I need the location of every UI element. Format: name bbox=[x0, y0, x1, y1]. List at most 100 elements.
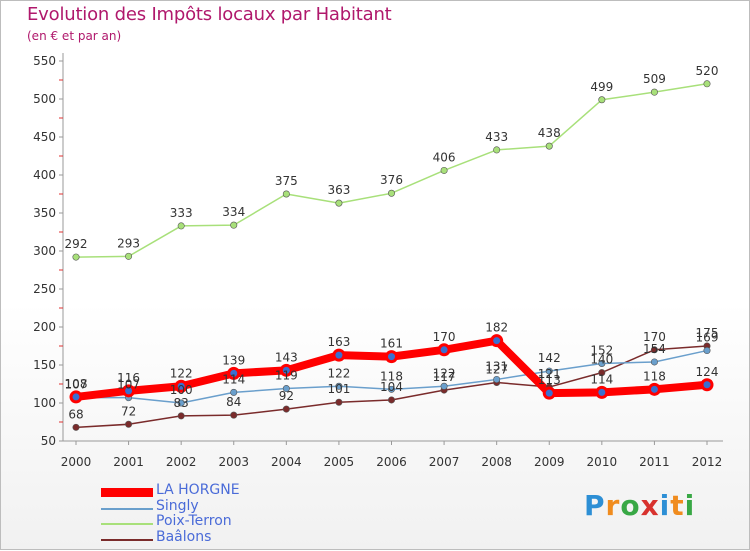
legend-label-singly: Singly bbox=[156, 497, 199, 514]
data-point-poix-terron bbox=[703, 80, 711, 88]
data-label-baalons: 104 bbox=[380, 380, 403, 394]
data-label-singly: 152 bbox=[590, 343, 613, 357]
y-tick-label: 500 bbox=[33, 92, 56, 106]
data-label-baalons: 92 bbox=[279, 389, 294, 403]
data-point-core-la-horgne bbox=[545, 389, 553, 397]
data-label-singly: 118 bbox=[380, 369, 403, 383]
data-point-baalons bbox=[335, 398, 343, 406]
data-point-poix-terron bbox=[335, 199, 343, 207]
data-label-baalons: 68 bbox=[68, 407, 83, 421]
logo-letter: P bbox=[584, 489, 606, 522]
chart-points bbox=[69, 80, 714, 431]
y-tick-label: 450 bbox=[33, 130, 56, 144]
data-label-singly: 122 bbox=[327, 366, 350, 380]
data-label-singly: 154 bbox=[643, 342, 666, 356]
data-point-baalons bbox=[598, 369, 606, 377]
x-tick-label: 2008 bbox=[481, 455, 512, 469]
data-label-poix-terron: 292 bbox=[65, 237, 88, 251]
data-point-core-la-horgne bbox=[493, 337, 501, 345]
data-point-core-la-horgne bbox=[598, 388, 606, 396]
data-point-baalons bbox=[125, 420, 133, 428]
data-label-singly: 107 bbox=[65, 378, 88, 392]
data-label-baalons: 127 bbox=[485, 362, 508, 376]
data-label-baalons: 72 bbox=[121, 404, 136, 418]
data-label-singly: 107 bbox=[117, 378, 140, 392]
data-point-core-la-horgne bbox=[125, 387, 133, 395]
x-tick-label: 2006 bbox=[376, 455, 407, 469]
x-tick-label: 2010 bbox=[587, 455, 618, 469]
data-point-poix-terron bbox=[387, 189, 395, 197]
legend-swatch-poix-terron bbox=[101, 523, 153, 525]
data-label-poix-terron: 375 bbox=[275, 174, 298, 188]
data-point-poix-terron bbox=[440, 166, 448, 174]
data-label-la-horgne: 108 bbox=[65, 377, 88, 391]
data-point-core-la-horgne bbox=[230, 369, 238, 377]
data-label-baalons: 170 bbox=[643, 330, 666, 344]
y-tick-label: 550 bbox=[33, 54, 56, 68]
data-label-la-horgne: 122 bbox=[170, 366, 193, 380]
data-point-baalons bbox=[177, 412, 185, 420]
data-point-poix-terron bbox=[545, 142, 553, 150]
data-label-poix-terron: 293 bbox=[117, 236, 140, 250]
data-point-core-la-horgne bbox=[72, 393, 80, 401]
legend-swatch-singly bbox=[101, 507, 153, 510]
data-label-poix-terron: 406 bbox=[433, 150, 456, 164]
data-point-singly bbox=[440, 382, 448, 390]
chart-title: Evolution des Impôts locaux par Habitant bbox=[27, 4, 392, 25]
legend-label-la-horgne: LA HORGNE bbox=[156, 482, 240, 498]
data-point-poix-terron bbox=[650, 88, 658, 96]
data-label-poix-terron: 333 bbox=[170, 206, 193, 220]
data-label-baalons: 121 bbox=[538, 367, 561, 381]
data-label-baalons: 101 bbox=[327, 382, 350, 396]
data-point-poix-terron bbox=[598, 96, 606, 104]
data-point-poix-terron bbox=[282, 190, 290, 198]
chart-subtitle: (en € et par an) bbox=[27, 29, 122, 43]
legend-label-poix-terron: Poix-Terron bbox=[156, 513, 232, 529]
data-label-la-horgne: 161 bbox=[380, 337, 403, 351]
data-point-core-la-horgne bbox=[282, 366, 290, 374]
data-label-poix-terron: 438 bbox=[538, 126, 561, 140]
data-point-singly bbox=[335, 382, 343, 390]
data-point-poix-terron bbox=[125, 252, 133, 260]
data-label-baalons: 175 bbox=[696, 326, 719, 340]
x-tick-label: 2002 bbox=[166, 455, 197, 469]
data-label-la-horgne: 163 bbox=[327, 335, 350, 349]
data-label-singly: 142 bbox=[538, 351, 561, 365]
data-label-baalons: 117 bbox=[433, 370, 456, 384]
data-point-baalons bbox=[282, 405, 290, 413]
data-label-poix-terron: 376 bbox=[380, 173, 403, 187]
data-label-la-horgne: 124 bbox=[696, 365, 719, 379]
data-point-singly bbox=[282, 385, 290, 393]
data-label-la-horgne: 139 bbox=[222, 353, 245, 367]
data-label-poix-terron: 520 bbox=[696, 64, 719, 78]
data-point-baalons bbox=[387, 396, 395, 404]
data-label-baalons: 140 bbox=[590, 353, 613, 367]
logo-letter: o bbox=[620, 489, 641, 522]
data-point-core-la-horgne bbox=[177, 382, 185, 390]
data-label-poix-terron: 363 bbox=[327, 183, 350, 197]
y-tick-label: 50 bbox=[41, 434, 56, 448]
y-tick-label: 100 bbox=[33, 396, 56, 410]
data-point-core-la-horgne bbox=[703, 381, 711, 389]
data-point-core-la-horgne bbox=[440, 346, 448, 354]
data-point-singly bbox=[545, 367, 553, 375]
data-label-singly: 122 bbox=[433, 366, 456, 380]
data-point-singly bbox=[387, 385, 395, 393]
x-tick-label: 2001 bbox=[113, 455, 144, 469]
series-line-poix-terron bbox=[75, 83, 708, 258]
logo-letter: t bbox=[670, 489, 685, 522]
data-point-poix-terron bbox=[230, 221, 238, 229]
y-tick-label: 400 bbox=[33, 168, 56, 182]
logo-letter: r bbox=[605, 489, 621, 522]
legend-swatch-baalons bbox=[101, 538, 153, 541]
logo-letter: x bbox=[640, 489, 660, 522]
data-label-poix-terron: 433 bbox=[485, 130, 508, 144]
logo-letter: i bbox=[684, 489, 696, 522]
x-tick-label: 2011 bbox=[639, 455, 670, 469]
data-label-poix-terron: 509 bbox=[643, 72, 666, 86]
proxiti-logo: Proxiti bbox=[584, 489, 695, 522]
data-point-baalons bbox=[650, 346, 658, 354]
data-point-core-la-horgne bbox=[650, 385, 658, 393]
data-label-la-horgne: 170 bbox=[433, 330, 456, 344]
